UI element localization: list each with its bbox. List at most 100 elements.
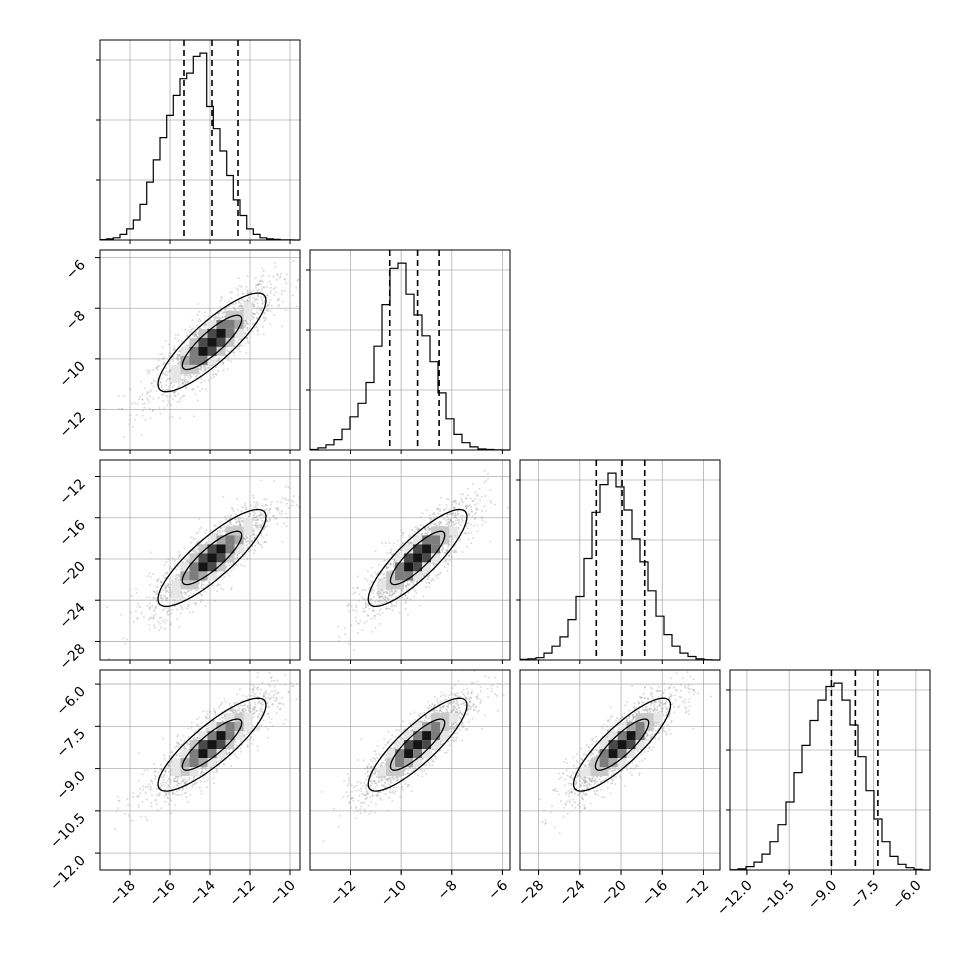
scatter-point	[245, 285, 248, 288]
scatter-point	[248, 542, 251, 545]
scatter-point	[238, 285, 241, 287]
scatter-point	[232, 351, 235, 354]
density-cell	[225, 535, 235, 545]
scatter-point	[244, 332, 247, 335]
scatter-point	[365, 599, 368, 602]
scatter-point	[383, 577, 386, 580]
scatter-point	[444, 560, 447, 563]
scatter-point	[385, 567, 388, 570]
scatter-point	[408, 536, 411, 539]
scatter-point	[352, 592, 355, 595]
scatter-point	[393, 561, 396, 564]
scatter-point	[483, 470, 486, 473]
scatter-point	[383, 598, 386, 601]
scatter-point	[266, 304, 269, 307]
scatter-point	[222, 361, 225, 364]
scatter-point	[181, 378, 184, 381]
scatter-point	[269, 518, 272, 521]
density-cell	[225, 328, 235, 338]
scatter-point	[185, 607, 188, 610]
scatter-point	[443, 518, 445, 520]
scatter-point	[473, 503, 476, 506]
scatter-point	[230, 347, 233, 350]
scatter-point	[354, 616, 357, 619]
scatter-point	[450, 554, 453, 557]
scatter-point	[230, 569, 233, 572]
scatter-point	[428, 574, 431, 577]
scatter-point	[263, 691, 266, 694]
scatter-point	[232, 307, 235, 310]
scatter-point	[379, 613, 382, 616]
scatter-point	[391, 604, 394, 607]
scatter-point	[451, 537, 454, 539]
scatter-point	[157, 578, 160, 581]
scatter-point	[480, 495, 483, 498]
scatter-point	[153, 626, 156, 629]
scatter-point	[237, 277, 240, 280]
scatter-point	[227, 562, 230, 564]
scatter-point	[183, 591, 186, 594]
scatter-point	[148, 624, 151, 627]
scatter-point	[233, 351, 236, 354]
scatter-point	[166, 610, 169, 613]
scatter-point	[414, 589, 417, 592]
scatter-point	[169, 404, 172, 407]
scatter-point	[262, 695, 265, 698]
scatter-point	[337, 625, 340, 628]
scatter-point	[237, 508, 240, 511]
scatter-point	[236, 553, 239, 556]
scatter-point	[403, 598, 406, 601]
scatter-point	[163, 576, 166, 579]
scatter-point	[195, 551, 198, 554]
scatter-point	[218, 529, 221, 532]
hist-steps-2	[520, 472, 720, 661]
scatter-point	[391, 569, 394, 572]
scatter-point	[256, 284, 259, 286]
scatter-point	[361, 629, 364, 631]
scatter-point	[481, 519, 484, 522]
scatter-point	[220, 526, 223, 529]
scatter-point	[446, 549, 449, 552]
scatter-point	[253, 686, 256, 689]
scatter-point	[451, 535, 454, 538]
scatter-point	[178, 400, 181, 403]
density-cell	[431, 526, 441, 536]
scatter-point	[181, 594, 184, 597]
scatter-point	[240, 302, 243, 305]
scatter-point	[166, 395, 169, 398]
scatter-point	[183, 746, 186, 749]
scatter-point	[245, 535, 247, 538]
scatter-point	[218, 312, 221, 315]
scatter-point	[229, 360, 232, 363]
density-cell	[243, 526, 253, 536]
scatter-point	[405, 597, 408, 600]
scatter-point	[233, 518, 236, 521]
scatter-point	[108, 657, 110, 660]
scatter-point	[442, 547, 445, 550]
scatter-point	[280, 272, 283, 275]
scatter-point	[264, 508, 267, 511]
scatter-point	[390, 590, 393, 592]
scatter-point	[442, 548, 444, 551]
scatter-point	[168, 370, 171, 373]
scatter-point	[154, 593, 157, 596]
scatter-point	[190, 541, 193, 544]
scatter-point	[470, 531, 473, 534]
scatter-point	[174, 337, 177, 340]
scatter-point	[165, 394, 168, 397]
scatter-point	[236, 341, 239, 344]
scatter-point	[194, 538, 197, 540]
scatter-point	[250, 290, 253, 293]
scatter-point	[130, 594, 133, 597]
scatter-point	[148, 369, 151, 372]
scatter-point	[458, 503, 461, 506]
scatter-point	[139, 396, 142, 398]
scatter-point	[156, 579, 159, 582]
scatter-point	[285, 273, 288, 276]
scatter-point	[476, 508, 479, 511]
scatter-point	[167, 783, 170, 786]
scatter-point	[222, 311, 225, 314]
scatter-point	[166, 373, 169, 376]
density-cell	[207, 337, 217, 347]
scatter-point	[177, 385, 180, 388]
